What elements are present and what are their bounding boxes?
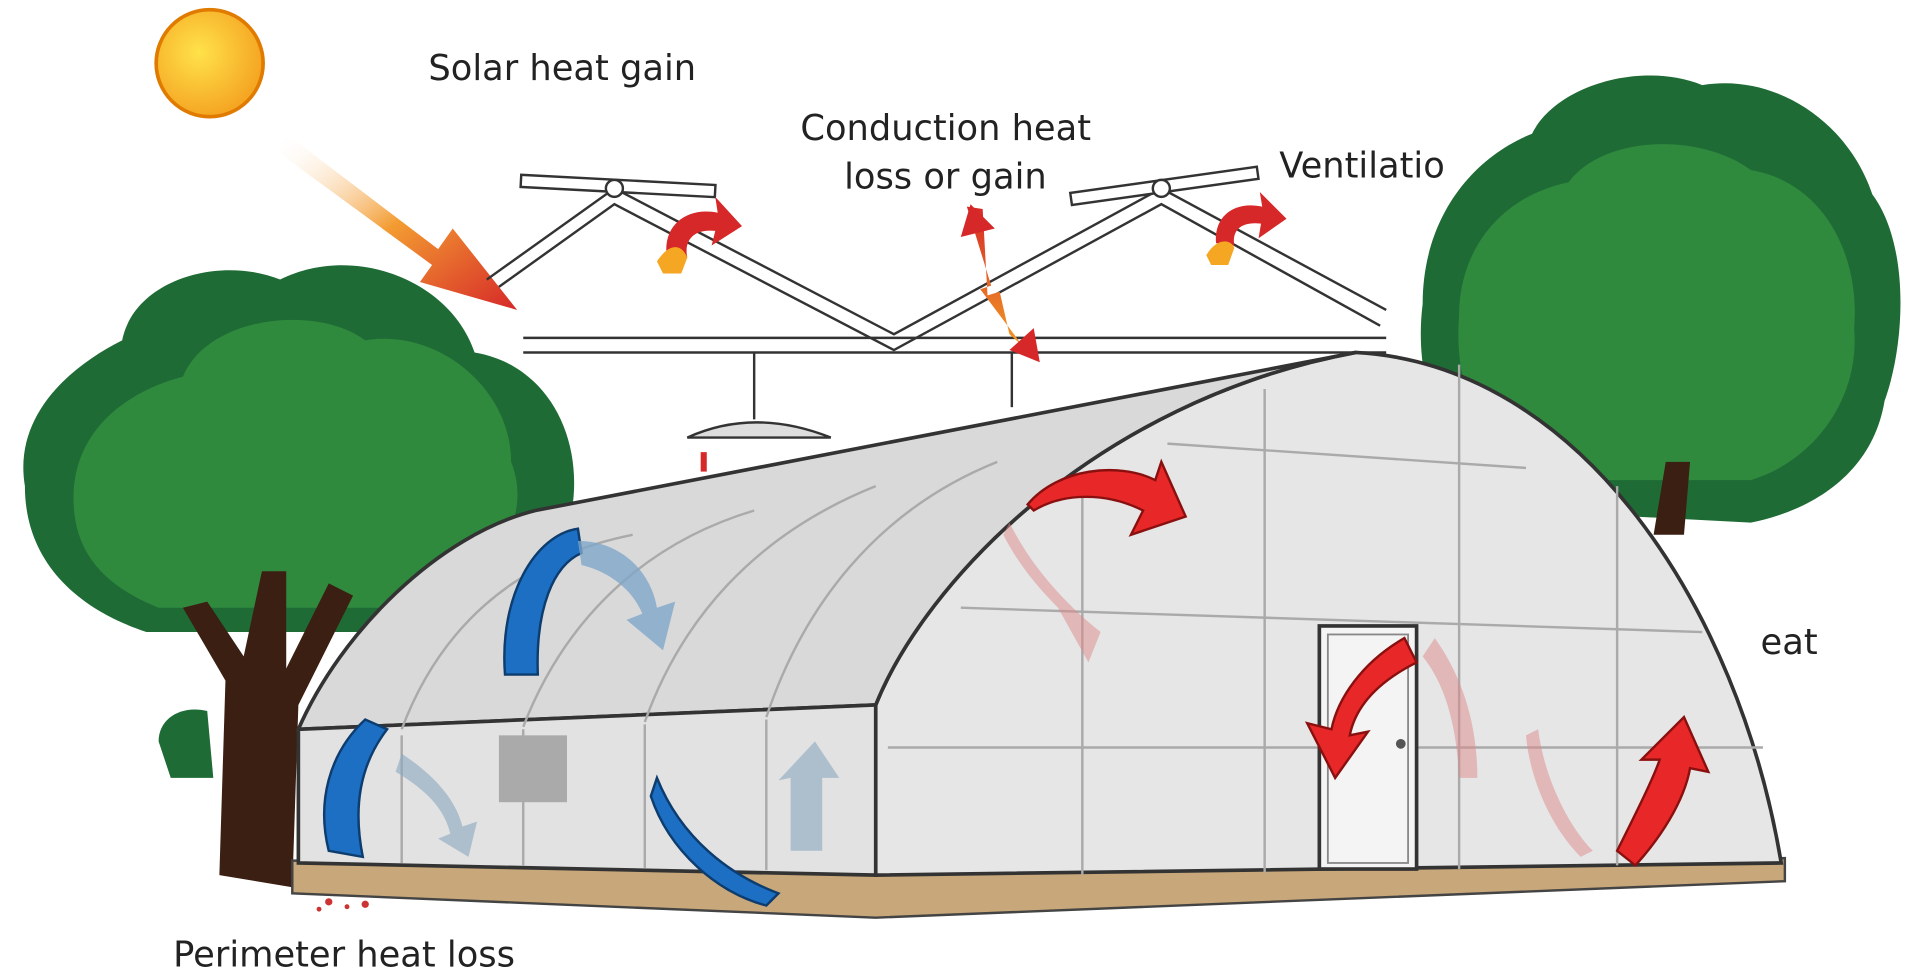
- label: loss or gain: [844, 156, 1047, 197]
- label: eat: [1761, 622, 1818, 663]
- heater-mark: [700, 452, 707, 472]
- truss: [486, 165, 1387, 420]
- label: Perimeter heat loss: [173, 934, 515, 975]
- vent-arrow: [1215, 192, 1287, 246]
- conduction-arrow: [960, 204, 1040, 363]
- tree-right: [1420, 75, 1901, 535]
- label: Ventilatio: [1279, 145, 1445, 186]
- vent-arrow: [666, 196, 743, 258]
- vent-arrow: [1206, 241, 1235, 265]
- solar-arrow: [277, 133, 518, 310]
- tree-left: [23, 265, 575, 888]
- heater: [686, 421, 832, 439]
- air-arrows: [323, 458, 1711, 907]
- perimeter-dots: [316, 898, 369, 912]
- sun: [154, 7, 265, 119]
- label: Conduction heat: [800, 108, 1091, 149]
- vent-arrow: [656, 247, 688, 274]
- label: Solar heat gain: [428, 48, 696, 89]
